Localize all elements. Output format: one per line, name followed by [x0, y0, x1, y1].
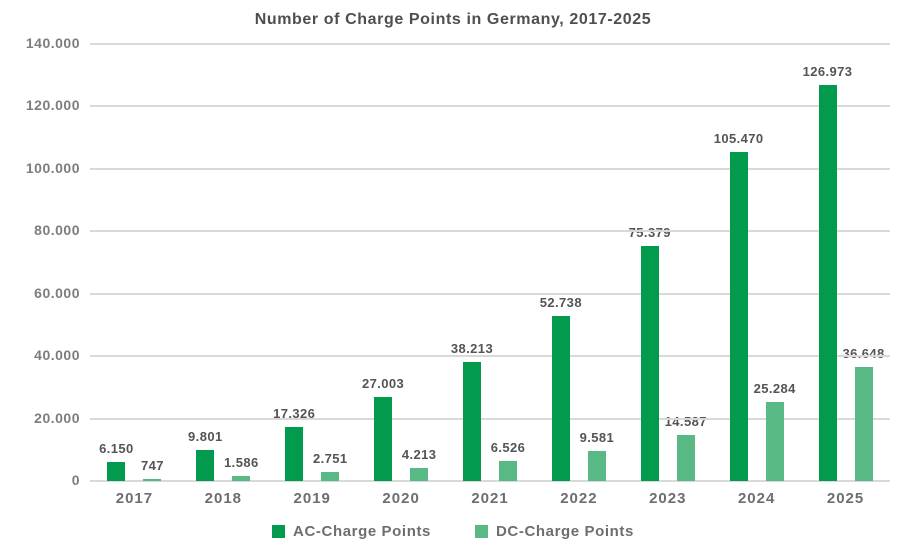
bar-dc-2025	[854, 366, 873, 481]
gridline	[90, 43, 890, 45]
x-axis-tick-label: 2018	[204, 490, 243, 507]
bar-dc-2024	[765, 402, 784, 481]
gridline	[90, 480, 890, 482]
x-axis-tick-label: 2020	[382, 490, 420, 507]
x-axis-tick-label: 2025	[826, 490, 865, 507]
x-axis-tick-label: 2017	[115, 490, 154, 507]
bar-value-label: 9.801	[188, 429, 223, 445]
bar-value-label: 105.470	[713, 130, 764, 146]
y-axis-tick-label: 20.000	[34, 409, 80, 426]
bar-value-label: 747	[140, 457, 164, 473]
gridline	[90, 355, 890, 358]
y-axis-tick-label: 120.000	[25, 97, 80, 114]
y-axis-tick-label: 140.000	[25, 35, 80, 51]
bar-value-label: 6.150	[99, 440, 134, 456]
bar-value-label: 52.738	[539, 295, 582, 311]
bar-dc-2023	[676, 435, 695, 481]
bar-dc-2018	[232, 476, 251, 481]
bar-value-label: 25.284	[753, 381, 796, 397]
x-axis-tick-label: 2019	[293, 490, 331, 507]
legend-item: AC-Charge Points	[272, 523, 431, 540]
y-axis-tick-label: 40.000	[34, 347, 80, 364]
x-axis-tick-label: 2021	[471, 490, 509, 507]
bar-value-label: 126.973	[802, 63, 853, 79]
x-axis-tick-label: 2022	[560, 490, 598, 507]
gridline	[90, 292, 890, 295]
bar-ac-2019	[285, 426, 304, 481]
y-axis-tick-label: 100.000	[25, 159, 80, 176]
x-axis-tick-label: 2023	[649, 490, 687, 507]
bar-value-label: 6.526	[490, 439, 526, 455]
y-axis-tick-label: 80.000	[34, 222, 80, 239]
bar-value-label: 4.213	[401, 446, 437, 462]
chart-title: Number of Charge Points in Germany, 2017…	[254, 11, 652, 28]
legend-label: DC-Charge Points	[496, 523, 634, 540]
y-axis-tick-label: 60.000	[34, 284, 80, 301]
bar-value-label: 9.581	[579, 430, 615, 446]
bar-dc-2021	[499, 460, 517, 481]
gridline	[90, 167, 890, 170]
bar-dc-2022	[587, 451, 606, 481]
y-axis-tick-label: 0	[71, 472, 80, 488]
x-axis-tick-label: 2024	[737, 490, 776, 507]
bar-ac-2021	[463, 361, 481, 481]
bar-value-label: 38.213	[450, 340, 494, 356]
gridline	[90, 105, 890, 108]
legend-swatch	[272, 525, 286, 538]
bar-ac-2017	[107, 461, 126, 481]
legend-label: AC-Charge Points	[293, 523, 431, 540]
bar-ac-2024	[729, 151, 748, 481]
bar-value-label: 27.003	[362, 375, 405, 391]
legend-swatch	[475, 525, 488, 538]
bar-ac-2025	[818, 84, 837, 481]
bar-dc-2019	[321, 472, 340, 481]
gridline	[90, 417, 890, 420]
bar-ac-2022	[551, 316, 570, 481]
bar-ac-2018	[196, 450, 215, 481]
gridline	[90, 230, 890, 233]
bar-ac-2020	[374, 396, 393, 481]
bar-value-label: 1.586	[224, 455, 259, 471]
bar-dc-2020	[410, 467, 429, 481]
bar-value-label: 2.751	[312, 451, 348, 467]
legend-item: DC-Charge Points	[475, 523, 634, 540]
bar-ac-2023	[640, 245, 659, 481]
bar-dc-2017	[143, 478, 162, 481]
legend: AC-Charge Points DC-Charge Points	[0, 523, 906, 540]
bar-value-label: 17.326	[273, 405, 316, 421]
